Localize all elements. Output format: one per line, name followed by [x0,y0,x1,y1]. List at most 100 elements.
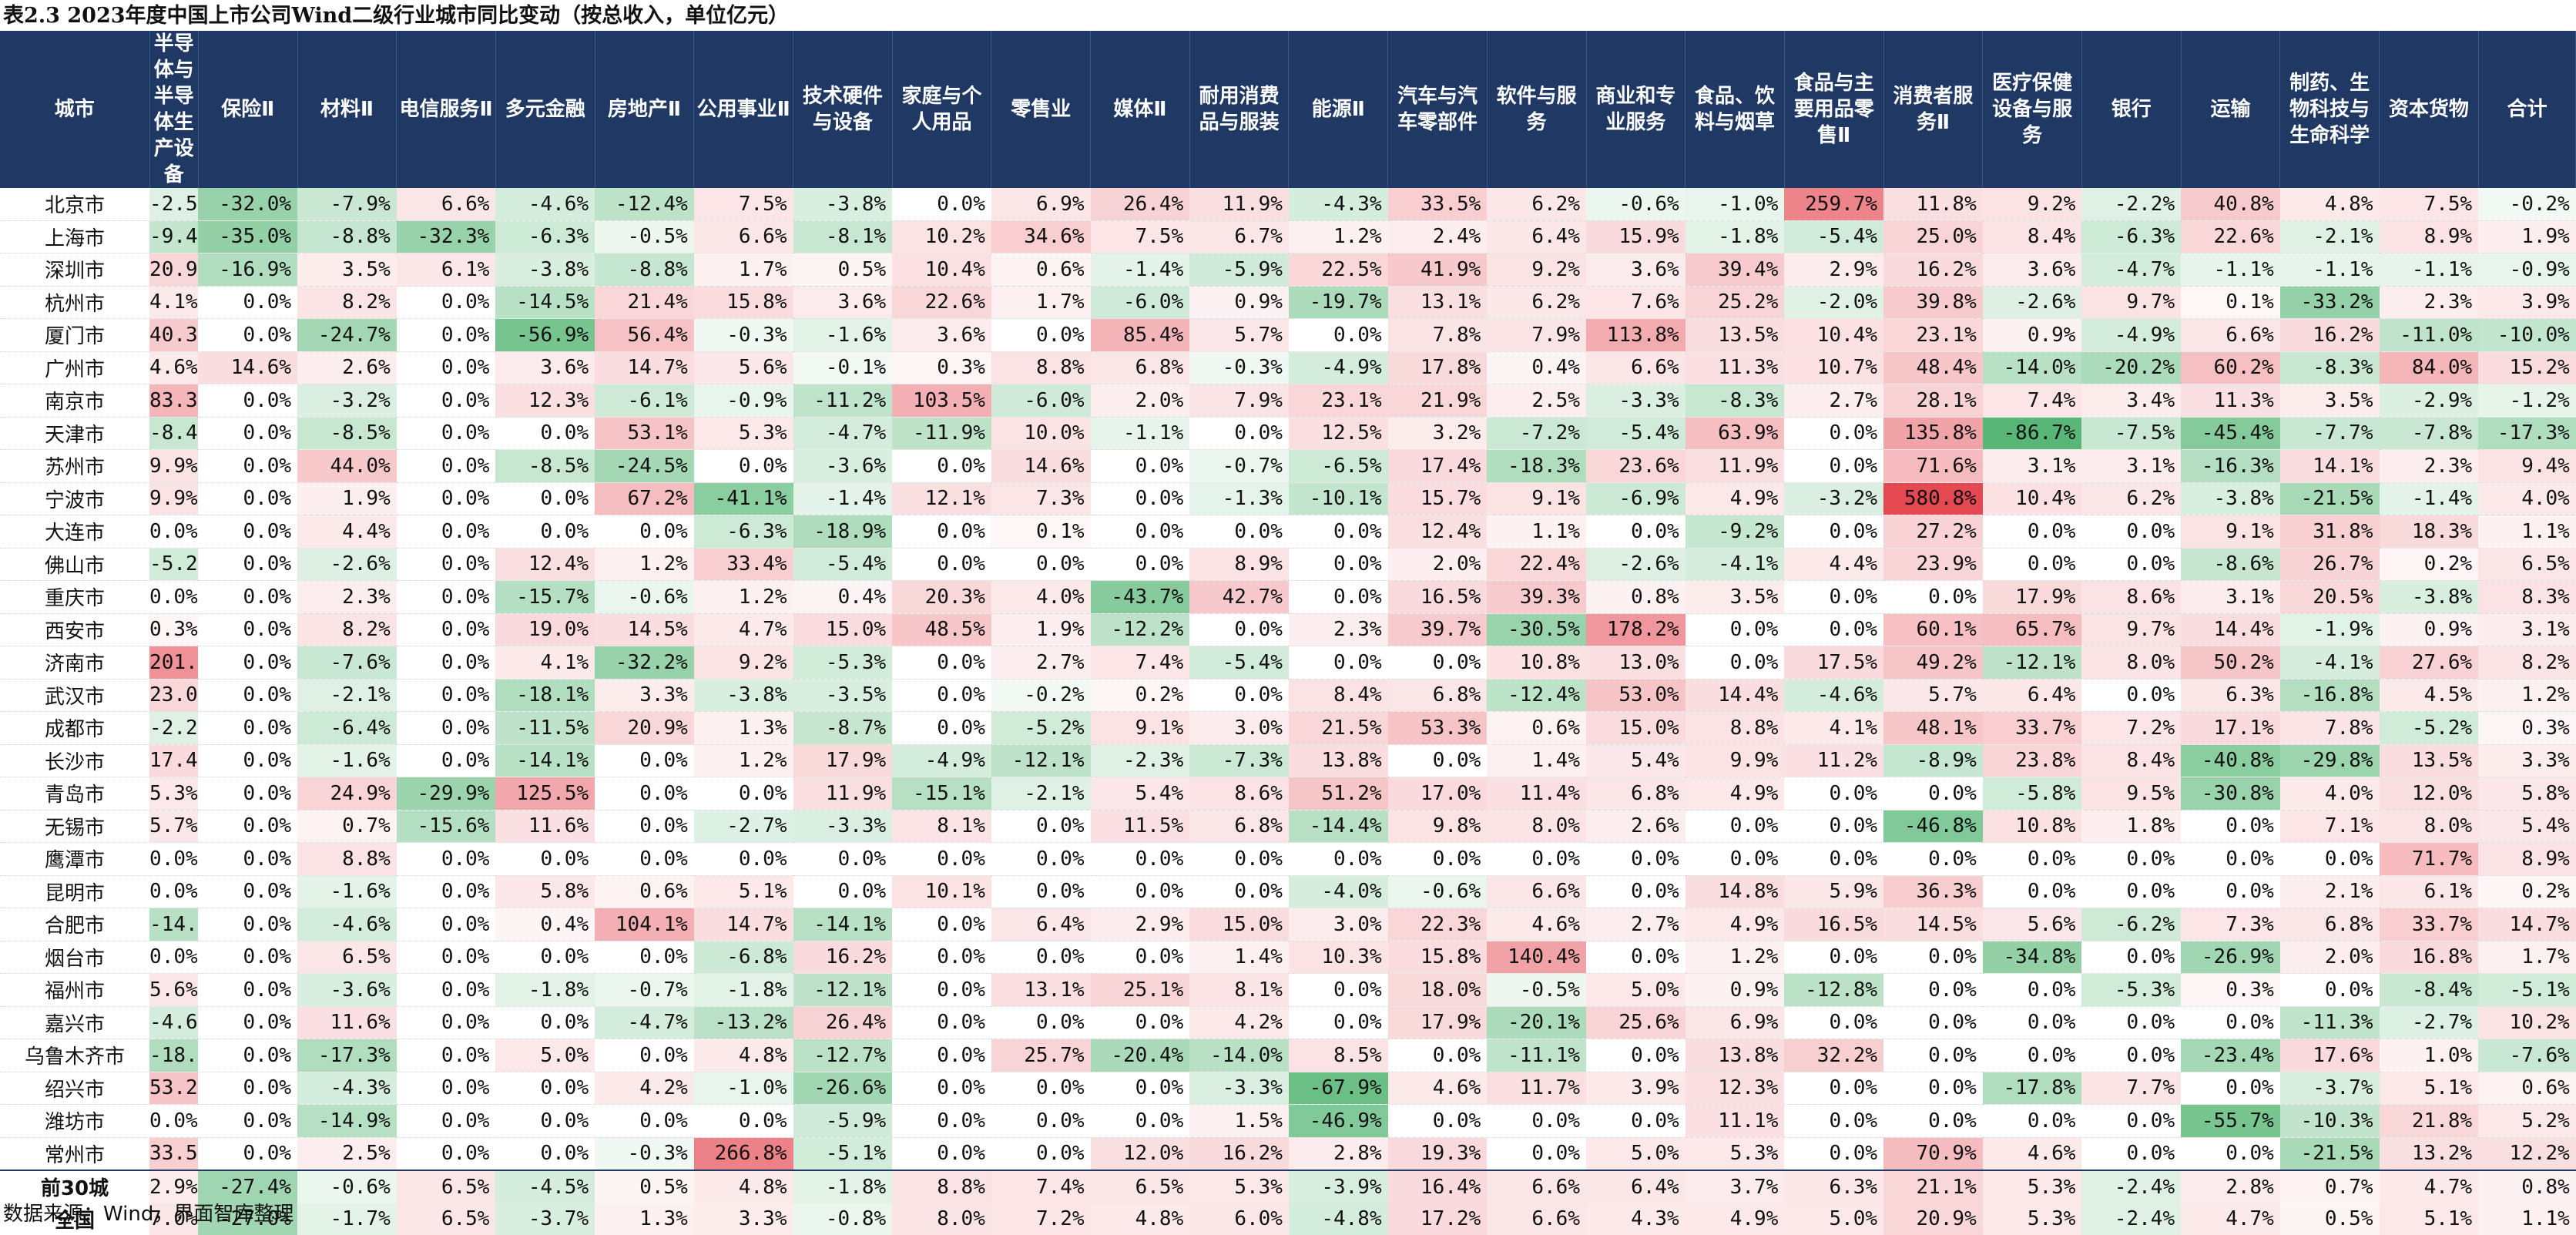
value-cell: 0.0% [1487,843,1586,876]
table-title: 表2.3 2023年度中国上市公司Wind二级行业城市同比变动（按总收入，单位亿… [3,2,789,31]
value-cell: -2.1% [297,679,397,712]
value-cell: 33.7% [2380,908,2479,941]
value-cell: 2.3% [2380,450,2479,483]
value-cell: 27.6% [2380,646,2479,680]
table-row: 乌鲁木齐市-18.1%0.0%-17.3%0.0%5.0%0.0%4.8%-12… [0,1039,2576,1072]
value-cell: -2.4% [2081,1170,2181,1203]
value-cell: 0.0% [397,384,496,418]
table-row: 长沙市17.4%0.0%-1.6%0.0%-14.1%0.0%1.2%17.9%… [0,744,2576,777]
column-header: 能源Ⅱ [1289,31,1388,188]
value-cell: 0.2% [1091,679,1190,712]
value-cell: 16.2% [793,941,893,974]
value-cell: 17.6% [2280,1039,2380,1072]
value-cell: 4.8% [694,1039,793,1072]
column-header: 食品、饮料与烟草 [1685,31,1785,188]
table-row: 天津市-8.4%0.0%-8.5%0.0%0.0%53.1%5.3%-4.7%-… [0,417,2576,450]
city-cell: 重庆市 [0,581,149,614]
value-cell: 31.8% [2280,515,2380,549]
value-cell: -14.4% [1289,810,1388,843]
value-cell: -8.1% [793,220,893,253]
value-cell: -6.0% [1091,286,1190,319]
value-cell: 8.6% [2081,581,2181,614]
value-cell: 4.4% [1784,548,1883,581]
value-cell: 0.0% [495,1137,595,1170]
value-cell: -4.8% [1289,1203,1388,1235]
value-cell: 48.1% [1883,712,1983,745]
value-cell: 0.0% [1289,646,1388,680]
value-cell: 6.5% [1091,1170,1190,1203]
value-cell: 2.1% [2280,875,2380,908]
value-cell: 0.0% [397,908,496,941]
value-cell: 2.0% [1091,384,1190,418]
value-cell: -5.3% [793,646,893,680]
value-cell: 5.4% [2478,810,2576,843]
value-cell: 0.0% [1883,941,1983,974]
value-cell: 0.0% [2181,1137,2280,1170]
value-cell: 67.2% [595,482,694,515]
value-cell: 17.9% [1388,1006,1488,1039]
value-cell: 14.6% [991,450,1091,483]
value-cell: 0.0% [2081,843,2181,876]
value-cell: 4.4% [297,515,397,549]
value-cell: -16.9% [198,253,297,287]
value-cell: -14.5% [495,286,595,319]
value-cell: 5.6% [694,351,793,384]
value-cell: 7.2% [2081,712,2181,745]
value-cell: 13.5% [1685,319,1785,352]
city-cell: 武汉市 [0,679,149,712]
value-cell: 28.1% [1883,384,1983,418]
table-row: 济南市201.7%0.0%-7.6%0.0%4.1%-32.2%9.2%-5.3… [0,646,2576,680]
value-cell: 13.5% [2380,744,2479,777]
value-cell: -45.4% [2181,417,2280,450]
value-cell: 0.0% [495,482,595,515]
value-cell: 0.0% [793,843,893,876]
value-cell: 4.2% [1189,1006,1289,1039]
value-cell: 0.0% [892,1039,991,1072]
value-cell: 0.6% [595,875,694,908]
value-cell: -2.1% [2280,220,2380,253]
value-cell: 6.7% [1189,220,1289,253]
value-cell: 0.4% [1487,351,1586,384]
value-cell: -8.5% [495,450,595,483]
value-cell: 5.4% [1091,777,1190,810]
value-cell: 3.9% [2478,286,2576,319]
value-cell: -3.8% [2380,581,2479,614]
value-cell: -4.6% [495,188,595,220]
value-cell: -1.2% [2478,384,2576,418]
value-cell: 0.0% [2081,515,2181,549]
value-cell: -18.9% [793,515,893,549]
value-cell: 1.9% [991,613,1091,646]
city-cell: 福州市 [0,974,149,1007]
value-cell: 1.5% [1189,1105,1289,1138]
value-cell: -0.5% [1487,974,1586,1007]
value-cell: 8.1% [1189,974,1289,1007]
value-cell: -8.9% [1883,744,1983,777]
value-cell: 11.9% [1189,188,1289,220]
value-cell: 5.7% [149,810,198,843]
value-cell: 0.0% [1883,581,1983,614]
value-cell: -5.4% [793,548,893,581]
value-cell: 9.1% [1091,712,1190,745]
value-cell: 15.0% [1586,712,1685,745]
value-cell: 0.0% [149,581,198,614]
value-cell: -2.4% [2081,1203,2181,1235]
value-cell: 11.3% [1685,351,1785,384]
value-cell: 259.7% [1784,188,1883,220]
value-cell: 2.8% [2181,1170,2280,1203]
value-cell: 0.8% [2478,1170,2576,1203]
value-cell: -16.8% [2280,679,2380,712]
table-row: 常州市33.5%0.0%2.5%0.0%0.0%-0.3%266.8%-5.1%… [0,1137,2576,1170]
table-row: 佛山市-5.2%0.0%-2.6%0.0%12.4%1.2%33.4%-5.4%… [0,548,2576,581]
value-cell: 0.0% [1983,1039,2082,1072]
value-cell: 15.2% [2478,351,2576,384]
value-cell: 8.8% [297,843,397,876]
value-cell: 7.1% [2280,810,2380,843]
value-cell: 2.6% [297,351,397,384]
value-cell: 13.2% [2380,1137,2479,1170]
value-cell: 0.0% [198,482,297,515]
value-cell: -3.3% [793,810,893,843]
value-cell: 0.0% [1189,613,1289,646]
